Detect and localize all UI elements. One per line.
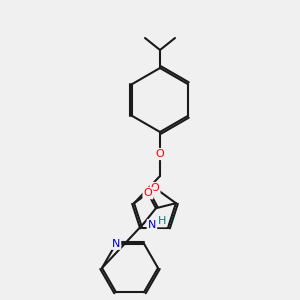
Text: H: H — [158, 216, 166, 226]
Text: O: O — [151, 183, 159, 193]
Text: N: N — [112, 239, 120, 249]
Text: O: O — [143, 188, 152, 198]
Text: O: O — [156, 149, 164, 159]
Text: N: N — [148, 220, 156, 230]
